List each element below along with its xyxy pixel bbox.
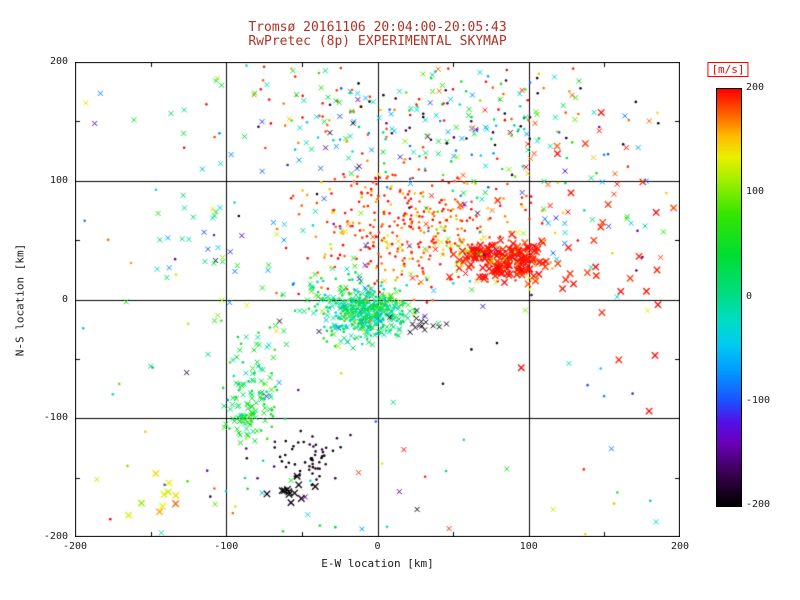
title-line-1: Tromsø 20161106 20:04:00-20:05:43: [248, 20, 507, 35]
x-tick-label: 0: [374, 541, 381, 552]
colorbar-canvas: [717, 89, 741, 506]
y-tick-label: -100: [43, 412, 68, 424]
colorbar-tick-labels: 200 100 0 -100 -200: [746, 82, 786, 510]
y-tick-label: 0: [61, 293, 68, 305]
title-line-2: RwPretec (8p) EXPERIMENTAL SKYMAP: [248, 34, 507, 49]
x-tick-label: 200: [670, 541, 690, 552]
y-tick-label: 200: [49, 56, 68, 67]
colorbar-tick-label: -200: [746, 499, 771, 510]
plot-area: [75, 62, 680, 537]
colorbar-unit-label: [m/s]: [707, 62, 749, 77]
y-axis-tick-labels: -200 -100 0 100 200: [28, 56, 68, 542]
y-tick-label: 100: [49, 174, 68, 186]
colorbar-tick-label: 100: [746, 186, 765, 198]
colorbar-tick-label: 200: [746, 82, 765, 93]
colorbar-tick-label: 0: [746, 290, 753, 302]
colorbar-tick-label: -100: [746, 394, 771, 406]
x-axis-tick-labels: -200 -100 0 100 200: [63, 541, 689, 555]
scatter-canvas: [75, 62, 680, 537]
x-tick-label: -200: [62, 541, 88, 552]
figure-title: Tromsø 20161106 20:04:00-20:05:43 RwPret…: [75, 21, 680, 49]
y-axis-label: N-S location [km]: [13, 243, 27, 357]
x-tick-label: -100: [214, 541, 239, 552]
x-axis-label: E-W location [km]: [321, 557, 434, 570]
colorbar: [716, 88, 742, 507]
y-tick-label: -200: [43, 531, 68, 542]
x-tick-label: 100: [519, 541, 538, 552]
